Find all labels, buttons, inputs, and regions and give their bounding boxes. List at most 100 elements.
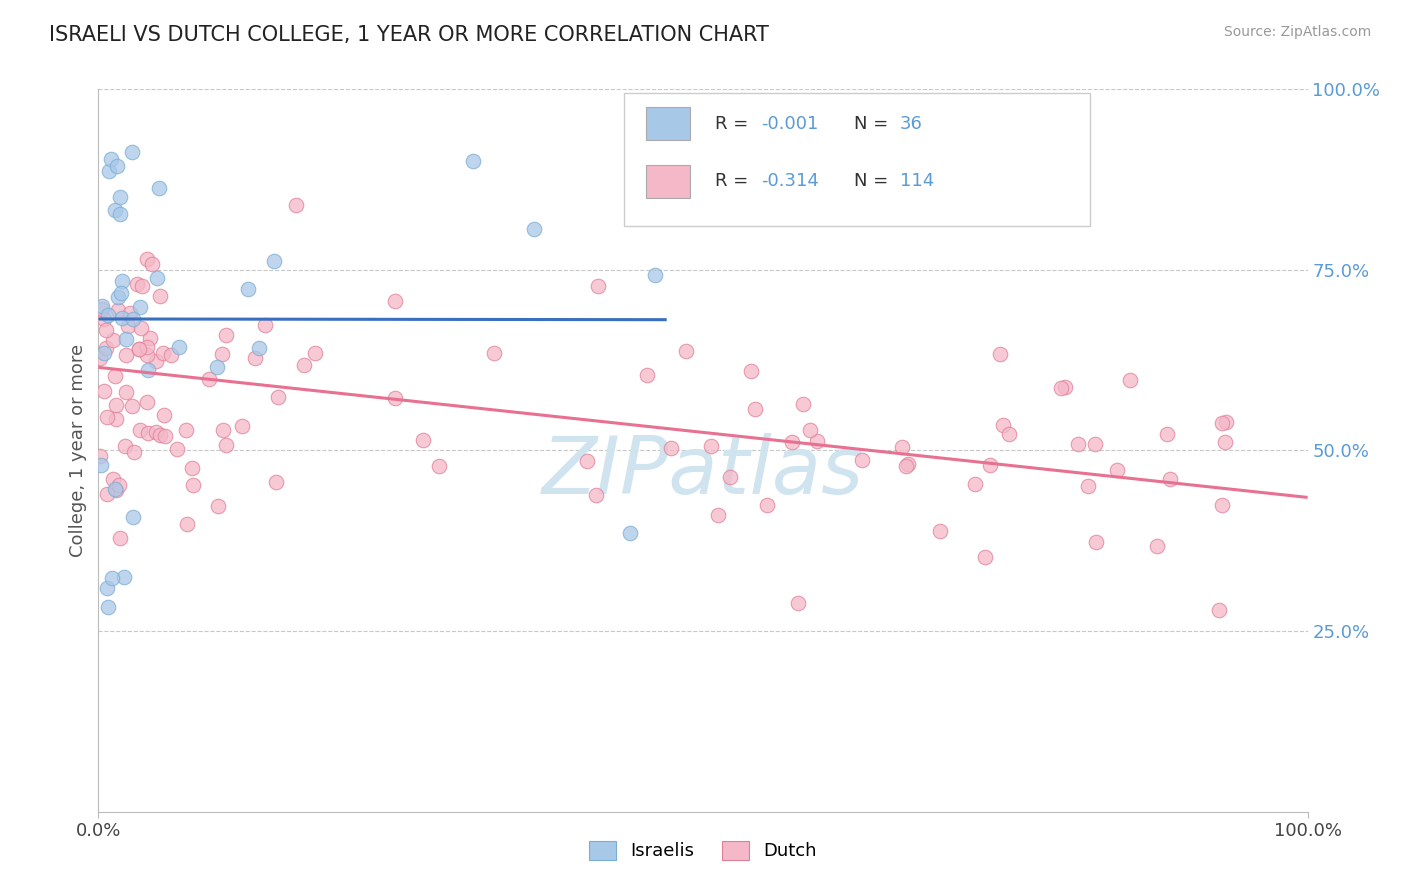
Point xyxy=(675,344,697,359)
Point xyxy=(98,164,121,178)
Point xyxy=(101,571,124,585)
Point xyxy=(1156,427,1178,442)
Point xyxy=(1213,435,1236,450)
Point xyxy=(90,458,112,472)
Point xyxy=(215,438,238,452)
Point xyxy=(384,293,406,308)
Point xyxy=(619,526,641,541)
Point xyxy=(97,600,120,615)
Point xyxy=(197,372,219,386)
Point xyxy=(744,402,766,417)
Point xyxy=(799,423,821,437)
Point xyxy=(96,341,118,355)
Point xyxy=(105,159,128,173)
Point xyxy=(136,363,159,377)
Point xyxy=(141,257,163,271)
Point xyxy=(412,434,434,448)
Point xyxy=(1215,416,1237,430)
Point xyxy=(108,207,131,221)
Point xyxy=(267,390,290,404)
Point xyxy=(96,322,118,336)
Point xyxy=(482,346,505,360)
Point xyxy=(263,254,285,268)
Point xyxy=(181,460,204,475)
Point xyxy=(207,499,229,513)
Point xyxy=(110,190,132,204)
Point xyxy=(384,391,406,405)
Point xyxy=(205,359,228,374)
Point xyxy=(740,364,762,378)
Point xyxy=(974,549,997,564)
Point xyxy=(896,457,918,471)
Text: ZIPatlas: ZIPatlas xyxy=(541,434,865,511)
Point xyxy=(115,385,138,400)
Point xyxy=(718,469,741,483)
Point xyxy=(792,397,814,411)
Point xyxy=(131,279,153,293)
Point xyxy=(107,478,129,492)
Point xyxy=(1066,437,1088,451)
FancyBboxPatch shape xyxy=(647,165,690,198)
Point xyxy=(115,348,138,362)
Point xyxy=(755,499,778,513)
Text: N =: N = xyxy=(855,114,894,133)
Point xyxy=(90,301,112,316)
Point xyxy=(135,348,157,362)
Point xyxy=(152,346,174,360)
Point xyxy=(148,289,170,303)
Point xyxy=(129,423,152,437)
Point xyxy=(575,454,598,468)
Point xyxy=(135,341,157,355)
Point xyxy=(211,347,233,361)
Point xyxy=(231,419,253,434)
Point xyxy=(93,384,115,398)
Point xyxy=(104,482,127,496)
Point xyxy=(110,286,132,301)
Point xyxy=(122,312,145,326)
Point xyxy=(107,289,129,303)
Point xyxy=(928,524,950,539)
Point xyxy=(160,348,183,362)
Legend: Israelis, Dutch: Israelis, Dutch xyxy=(582,834,824,868)
Point xyxy=(104,202,127,217)
Text: -0.001: -0.001 xyxy=(761,114,818,133)
Point xyxy=(91,299,114,313)
Point xyxy=(110,274,132,288)
Point xyxy=(104,398,127,412)
Point xyxy=(118,305,141,319)
Point xyxy=(586,279,609,293)
Y-axis label: College, 1 year or more: College, 1 year or more xyxy=(69,344,87,557)
Point xyxy=(264,475,287,489)
Point xyxy=(236,282,259,296)
Point xyxy=(787,596,810,610)
Point xyxy=(659,442,682,456)
Point xyxy=(122,444,145,458)
Point xyxy=(89,351,111,365)
Point xyxy=(104,483,127,497)
Point xyxy=(427,459,450,474)
Point xyxy=(111,310,134,325)
Point xyxy=(174,423,197,437)
Point xyxy=(304,346,326,360)
Point xyxy=(1119,373,1142,387)
Point xyxy=(149,428,172,442)
Text: R =: R = xyxy=(716,172,754,190)
Text: N =: N = xyxy=(855,172,894,190)
Point xyxy=(114,439,136,453)
Point xyxy=(1159,472,1181,486)
Point xyxy=(117,318,139,333)
Point xyxy=(636,368,658,383)
Point xyxy=(1146,539,1168,553)
Point xyxy=(153,409,176,423)
Point xyxy=(1211,417,1233,431)
Point xyxy=(292,359,315,373)
Point xyxy=(145,425,167,440)
Point xyxy=(166,442,188,456)
Point xyxy=(145,354,167,368)
Point xyxy=(93,346,115,360)
Point xyxy=(806,434,828,449)
Point xyxy=(1084,436,1107,450)
Point xyxy=(136,425,159,440)
Point xyxy=(108,532,131,546)
Text: ISRAELI VS DUTCH COLLEGE, 1 YEAR OR MORE CORRELATION CHART: ISRAELI VS DUTCH COLLEGE, 1 YEAR OR MORE… xyxy=(49,25,769,45)
